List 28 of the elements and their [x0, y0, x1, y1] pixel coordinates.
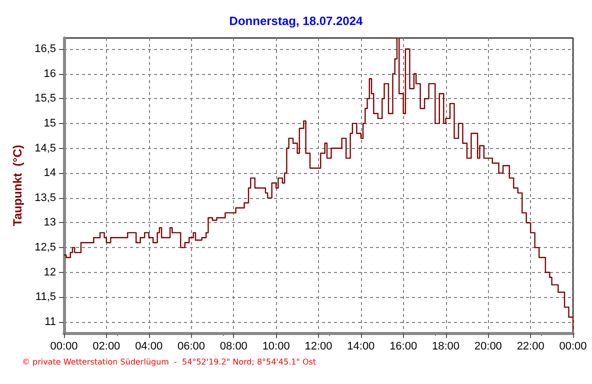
y-tick-label: 15,5 — [34, 92, 56, 105]
chart-title: Donnerstag, 18.07.2024 — [229, 14, 364, 28]
x-tick-label: 22:00 — [516, 340, 544, 352]
y-tick-label: 12,5 — [34, 242, 56, 254]
y-tick-label: 14 — [44, 167, 56, 180]
y-tick-label: 16,5 — [34, 42, 56, 55]
x-tick-label: 00:00 — [559, 340, 587, 352]
x-tick-label: 04:00 — [135, 340, 163, 352]
x-tick-label: 12:00 — [304, 340, 332, 352]
y-tick-label: 11,5 — [35, 291, 56, 304]
y-tick-label: 15 — [44, 117, 56, 130]
x-tick-label: 08:00 — [220, 340, 248, 352]
y-tick-label: 13 — [44, 216, 56, 229]
x-tick-label: 20:00 — [474, 340, 502, 352]
x-tick-label: 00:00 — [50, 340, 78, 352]
x-tick-label: 10:00 — [262, 340, 290, 352]
text: © private Wetterstation Süderlügum - 54°52'19.2" Nord; 8°54'45.1" Ost — [22, 358, 316, 366]
y-tick-label: 12 — [44, 266, 56, 278]
x-tick-label: 18:00 — [432, 340, 460, 352]
x-tick-label: 14:00 — [347, 340, 375, 352]
y-tick-label: 16 — [44, 68, 56, 80]
x-tick-label: 02:00 — [92, 340, 120, 352]
y-axis-title: Taupunkt (°C) — [10, 144, 25, 226]
y-tick-label: 11 — [44, 316, 56, 328]
y-tick-label: 14,5 — [34, 142, 56, 154]
y-tick-label: 13,5 — [34, 192, 56, 204]
x-tick-label: 16:00 — [390, 340, 418, 352]
x-tick-label: 06:00 — [177, 340, 206, 352]
